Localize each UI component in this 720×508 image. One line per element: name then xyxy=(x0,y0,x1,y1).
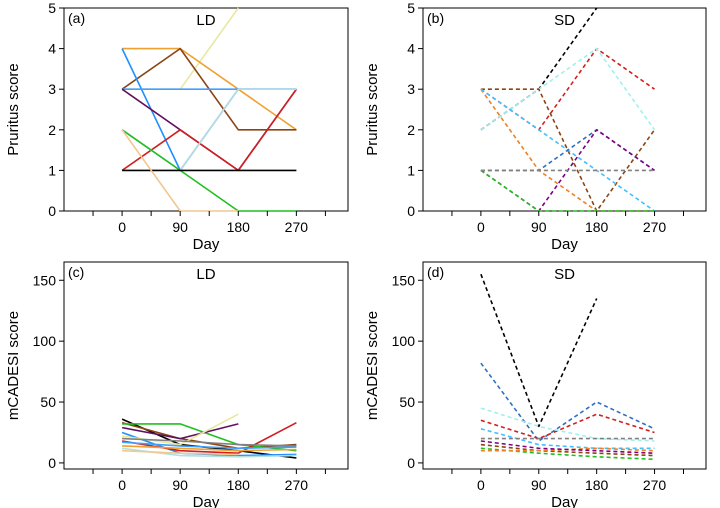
y-tick-label: 4 xyxy=(48,41,56,57)
y-tick-label: 5 xyxy=(48,0,56,16)
y-tick-label: 1 xyxy=(48,162,56,178)
panel-b: 0 1 2 3 4 5 0 90 180 270 Day Pruritus score (b) SD xyxy=(364,0,707,253)
y-tick-label: 100 xyxy=(392,333,416,349)
x-tick-label: 270 xyxy=(643,477,667,493)
x-tick-label: 270 xyxy=(643,219,667,235)
y-axis-title: Pruritus score xyxy=(5,63,22,156)
series-line-c7 xyxy=(122,445,297,452)
series-line-c10 xyxy=(122,437,297,447)
y-tick-label: 3 xyxy=(407,81,415,97)
series-line-b7 xyxy=(480,129,655,172)
x-tick-label: 90 xyxy=(172,477,188,493)
y-tick-label: 0 xyxy=(48,203,56,219)
panel-tag: (a) xyxy=(68,10,85,26)
x-tick-label: 180 xyxy=(585,219,609,235)
panel-a: 0 1 2 3 4 5 0 90 180 270 Day Pruritus score (a) LD xyxy=(5,0,349,253)
series-line-d2 xyxy=(480,362,655,442)
x-axis-title: Day xyxy=(193,494,220,508)
x-tick-label: 90 xyxy=(531,477,547,493)
series-line-d6 xyxy=(480,443,655,457)
x-tick-label: 0 xyxy=(477,477,485,493)
series-line-c4 xyxy=(121,423,239,440)
series-line-b1 xyxy=(480,7,598,131)
series-line-d4 xyxy=(480,407,655,442)
panel-c: 0 50 100 150 0 90 180 270 Day mCADESI score (c) LD xyxy=(5,261,349,508)
panel-tag: (b) xyxy=(427,10,444,26)
panel-title: LD xyxy=(196,266,215,283)
series-line-d5 xyxy=(480,428,655,450)
series-line-c6 xyxy=(121,421,297,455)
y-tick-label: 1 xyxy=(407,162,415,178)
series-line-c11 xyxy=(122,441,297,450)
y-tick-label: 0 xyxy=(407,455,415,471)
plot-frame xyxy=(63,261,349,470)
series-line-b2 xyxy=(480,47,655,131)
y-tick-label: 50 xyxy=(40,394,56,410)
y-tick-label: 0 xyxy=(407,203,415,219)
x-tick-label: 0 xyxy=(118,219,126,235)
series-line-d9 xyxy=(480,440,655,454)
x-axis-title: Day xyxy=(193,236,220,253)
y-tick-label: 2 xyxy=(48,122,56,138)
series-line-c12 xyxy=(122,449,239,456)
panel-title: SD xyxy=(554,266,575,283)
x-tick-label: 90 xyxy=(531,219,547,235)
series-line-b4 xyxy=(480,88,656,212)
x-tick-label: 180 xyxy=(585,477,609,493)
plot-frame xyxy=(63,7,349,212)
y-tick-label: 5 xyxy=(407,0,415,16)
x-tick-label: 180 xyxy=(227,219,251,235)
y-tick-label: 3 xyxy=(48,81,56,97)
x-axis-title: Day xyxy=(551,236,578,253)
y-tick-label: 150 xyxy=(33,272,57,288)
series-line-d3 xyxy=(480,413,655,440)
x-tick-label: 270 xyxy=(285,219,309,235)
y-axis-title: mCADESI score xyxy=(5,311,22,420)
plot-frame xyxy=(422,7,707,212)
y-tick-label: 4 xyxy=(407,41,415,57)
x-tick-label: 180 xyxy=(227,477,251,493)
y-axis-title: Pruritus score xyxy=(364,63,381,156)
y-tick-label: 50 xyxy=(399,394,415,410)
y-axis-title: mCADESI score xyxy=(364,311,381,420)
y-tick-label: 2 xyxy=(407,122,415,138)
x-axis-title: Day xyxy=(551,494,578,508)
y-tick-label: 100 xyxy=(33,333,57,349)
series-line-d1 xyxy=(480,273,598,428)
x-tick-label: 90 xyxy=(172,219,188,235)
x-tick-label: 0 xyxy=(118,477,126,493)
panel-tag: (d) xyxy=(427,264,444,280)
panel-title: LD xyxy=(196,12,215,29)
panel-title: SD xyxy=(554,12,575,29)
x-tick-label: 270 xyxy=(285,477,309,493)
panel-d: 0 50 100 150 0 90 180 270 Day mCADESI score (d) SD xyxy=(364,261,707,508)
series-line-a2 xyxy=(122,47,297,131)
panel-tag: (c) xyxy=(68,264,84,280)
y-tick-label: 150 xyxy=(392,272,416,288)
plot-frame xyxy=(422,261,707,470)
x-tick-label: 0 xyxy=(477,219,485,235)
y-tick-label: 0 xyxy=(48,455,56,471)
